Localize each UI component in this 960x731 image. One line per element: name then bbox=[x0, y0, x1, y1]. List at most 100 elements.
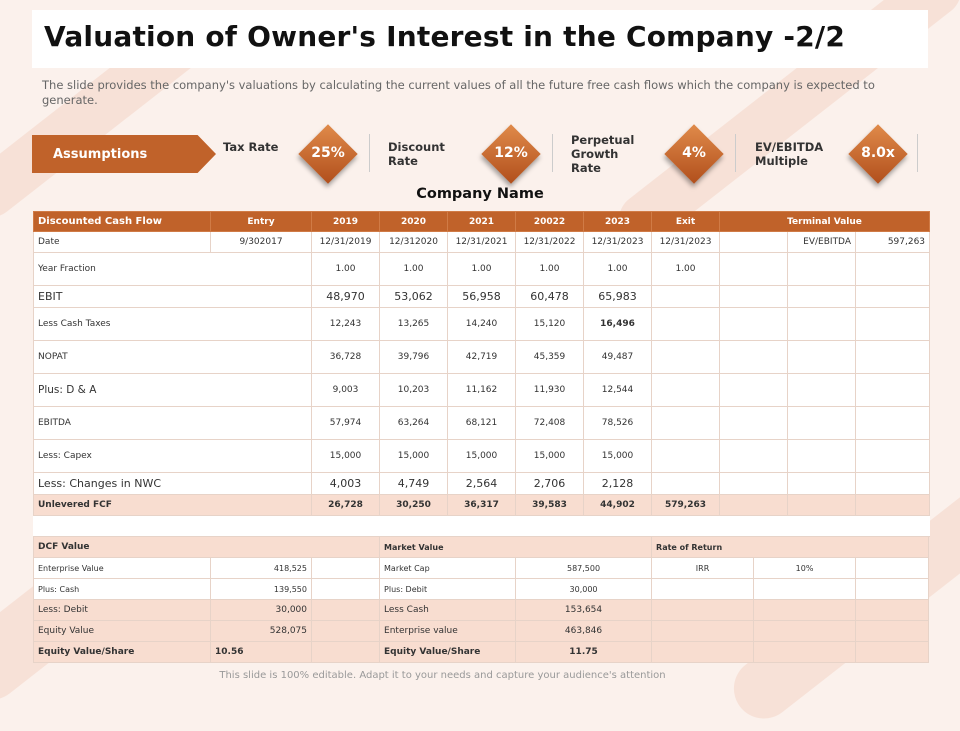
table-cell: 12/312020 bbox=[379, 231, 448, 253]
table-row: NOPAT 36,728 39,796 42,719 45,359 49,487 bbox=[33, 340, 931, 374]
table-cell: 418,525 bbox=[210, 557, 312, 579]
table-cell: Plus: Debit bbox=[379, 578, 517, 600]
table-cell bbox=[854, 439, 931, 473]
table-cell bbox=[855, 620, 930, 642]
header-cell: 2019 bbox=[311, 211, 380, 232]
table-cell bbox=[753, 599, 857, 621]
table-cell bbox=[753, 620, 857, 642]
table-cell: 2,128 bbox=[583, 472, 652, 495]
dcf-header-row: Discounted Cash Flow Entry 2019 2020 202… bbox=[33, 211, 931, 232]
table-cell: EV/EBITDA bbox=[787, 231, 856, 253]
table-cell bbox=[651, 285, 720, 308]
header-cell: Exit bbox=[651, 211, 720, 232]
dcf-table: Discounted Cash Flow Entry 2019 2020 202… bbox=[33, 211, 931, 537]
table-cell: 78,526 bbox=[583, 406, 652, 440]
table-cell: 153,654 bbox=[515, 599, 653, 621]
row-label: NOPAT bbox=[33, 340, 312, 374]
table-cell: 56,958 bbox=[447, 285, 516, 308]
discount-rate-label: Discount Rate bbox=[388, 140, 445, 168]
row-label: EBITDA bbox=[33, 406, 312, 440]
table-cell bbox=[854, 494, 931, 516]
table-cell bbox=[787, 494, 856, 516]
table-cell: 15,000 bbox=[379, 439, 448, 473]
row-label: Less: Changes in NWC bbox=[33, 472, 312, 495]
table-cell: 12,544 bbox=[583, 373, 652, 407]
table-cell: 36,728 bbox=[311, 340, 380, 374]
table-cell: 57,974 bbox=[311, 406, 380, 440]
table-cell bbox=[855, 578, 930, 600]
table-cell: 53,062 bbox=[379, 285, 448, 308]
table-cell bbox=[719, 472, 788, 495]
table-cell: 13,265 bbox=[379, 307, 448, 341]
spacer-row bbox=[33, 515, 930, 537]
divider bbox=[369, 134, 370, 172]
table-cell bbox=[310, 578, 381, 600]
table-cell: 139,550 bbox=[210, 578, 312, 600]
table-cell: 1.00 bbox=[651, 252, 720, 286]
table-cell bbox=[855, 641, 930, 663]
table-cell bbox=[719, 307, 788, 341]
table-cell bbox=[651, 340, 720, 374]
table-cell: Enterprise Value bbox=[33, 557, 211, 579]
row-label: Date bbox=[33, 231, 211, 253]
table-cell bbox=[787, 472, 856, 495]
header-cell: Discounted Cash Flow bbox=[33, 211, 211, 232]
table-cell bbox=[651, 439, 720, 473]
table-cell: 2,564 bbox=[447, 472, 516, 495]
table-cell: 10.56 bbox=[210, 641, 312, 663]
table-cell bbox=[787, 307, 856, 341]
table-cell: Equity Value bbox=[33, 620, 211, 642]
table-cell: 39,583 bbox=[515, 494, 584, 516]
table-row: Less: Debit 30,000 Less Cash 153,654 bbox=[33, 599, 930, 621]
table-cell bbox=[854, 285, 931, 308]
table-cell bbox=[651, 641, 755, 663]
table-cell: 36,317 bbox=[447, 494, 516, 516]
table-cell: 42,719 bbox=[447, 340, 516, 374]
table-cell: IRR bbox=[651, 557, 755, 579]
multiple-value: 8.0x bbox=[861, 145, 895, 161]
table-row: Plus: Cash 139,550 Plus: Debit 30,000 bbox=[33, 578, 930, 600]
divider bbox=[735, 134, 736, 172]
divider bbox=[552, 134, 553, 172]
table-cell: 2,706 bbox=[515, 472, 584, 495]
row-label: Less Cash Taxes bbox=[33, 307, 312, 341]
assumptions-label: Assumptions bbox=[53, 146, 148, 162]
table-cell: 15,120 bbox=[515, 307, 584, 341]
growth-rate-label: Perpetual Growth Rate bbox=[571, 133, 635, 175]
table-cell bbox=[310, 641, 381, 663]
table-row: Year Fraction 1.00 1.00 1.00 1.00 1.00 1… bbox=[33, 252, 931, 286]
table-cell: 68,121 bbox=[447, 406, 516, 440]
table-cell: 587,500 bbox=[515, 557, 653, 579]
table-cell bbox=[719, 406, 788, 440]
table-cell: 15,000 bbox=[583, 439, 652, 473]
table-cell: 12/31/2021 bbox=[447, 231, 516, 253]
tax-rate-value: 25% bbox=[311, 145, 345, 161]
table-cell: 30,000 bbox=[515, 578, 653, 600]
header-cell: Entry bbox=[210, 211, 312, 232]
table-cell: 65,983 bbox=[583, 285, 652, 308]
table-cell bbox=[719, 494, 788, 516]
table-cell bbox=[651, 578, 755, 600]
row-label: EBIT bbox=[33, 285, 312, 308]
table-cell: Enterprise value bbox=[379, 620, 517, 642]
table-cell: 15,000 bbox=[515, 439, 584, 473]
dcf-value-header: DCF Value bbox=[32, 536, 381, 558]
table-cell: 72,408 bbox=[515, 406, 584, 440]
table-cell bbox=[787, 406, 856, 440]
table-cell: 60,478 bbox=[515, 285, 584, 308]
discount-rate-value: 12% bbox=[494, 145, 528, 161]
table-cell: 10% bbox=[753, 557, 857, 579]
assumptions-banner: Assumptions bbox=[32, 135, 216, 173]
spacer-cell bbox=[33, 515, 930, 537]
table-cell bbox=[310, 599, 381, 621]
table-cell: 12/31/2023 bbox=[583, 231, 652, 253]
table-cell: 30,250 bbox=[379, 494, 448, 516]
table-cell: 12,243 bbox=[311, 307, 380, 341]
table-row: Less: Capex 15,000 15,000 15,000 15,000 … bbox=[33, 439, 931, 473]
table-cell bbox=[719, 252, 788, 286]
rate-of-return-header: Rate of Return bbox=[651, 536, 930, 558]
table-cell: 11.75 bbox=[515, 641, 653, 663]
header-cell: 2023 bbox=[583, 211, 652, 232]
table-cell: 1.00 bbox=[379, 252, 448, 286]
table-cell bbox=[854, 307, 931, 341]
